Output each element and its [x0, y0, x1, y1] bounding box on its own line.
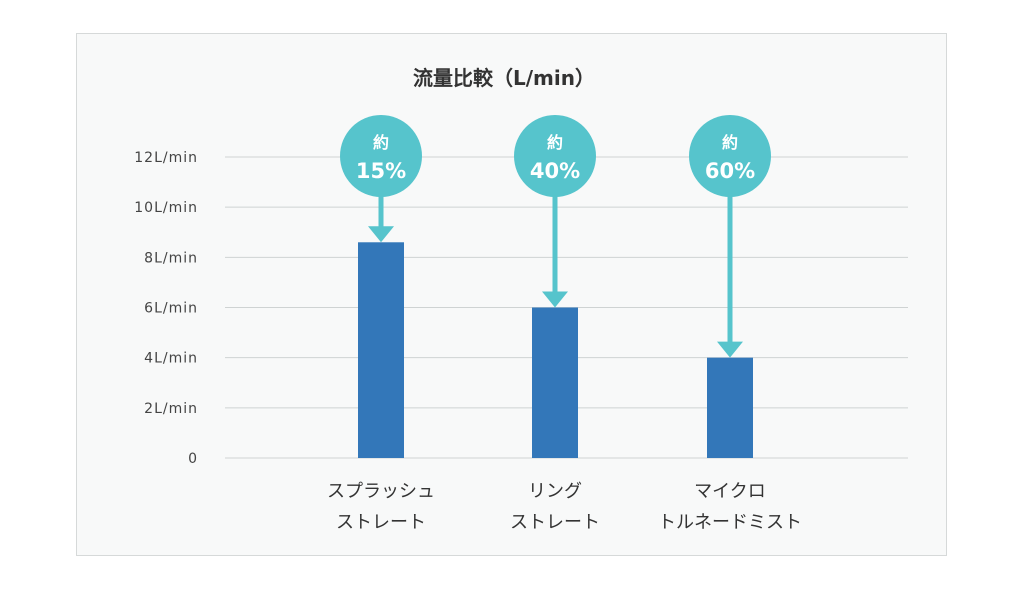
- chart-title: 流量比較（L/min）: [413, 66, 595, 90]
- annotation-value: 60%: [705, 159, 755, 183]
- y-tick-label: 8L/min: [144, 250, 198, 266]
- y-tick-label: 0: [188, 451, 198, 467]
- annotation-bubble: [340, 115, 422, 197]
- x-category-label: リング: [528, 481, 582, 502]
- y-tick-label: 6L/min: [144, 301, 198, 317]
- y-tick-label: 10L/min: [134, 200, 198, 216]
- annotation-value: 15%: [356, 159, 406, 183]
- y-tick-label: 2L/min: [144, 401, 198, 417]
- arrow-head-icon: [542, 291, 568, 308]
- arrow-head-icon: [368, 226, 394, 243]
- y-tick-label: 12L/min: [134, 150, 198, 166]
- x-category-label: ストレート: [336, 512, 426, 533]
- bar: [707, 357, 753, 458]
- annotation-prefix: 約: [373, 133, 389, 152]
- annotation-prefix: 約: [722, 133, 738, 152]
- x-category-label: トルネードミスト: [658, 512, 802, 533]
- x-category-label: スプラッシュ: [327, 481, 435, 502]
- bar: [532, 307, 578, 458]
- x-category-label: マイクロ: [694, 481, 766, 502]
- chart-panel: [76, 33, 947, 556]
- annotation-bubble: [514, 115, 596, 197]
- annotation-bubble: [689, 115, 771, 197]
- bar: [358, 242, 404, 458]
- annotation-prefix: 約: [547, 133, 563, 152]
- y-tick-label: 4L/min: [144, 351, 198, 367]
- x-category-label: ストレート: [510, 512, 600, 533]
- annotation-value: 40%: [530, 159, 580, 183]
- arrow-head-icon: [717, 341, 743, 358]
